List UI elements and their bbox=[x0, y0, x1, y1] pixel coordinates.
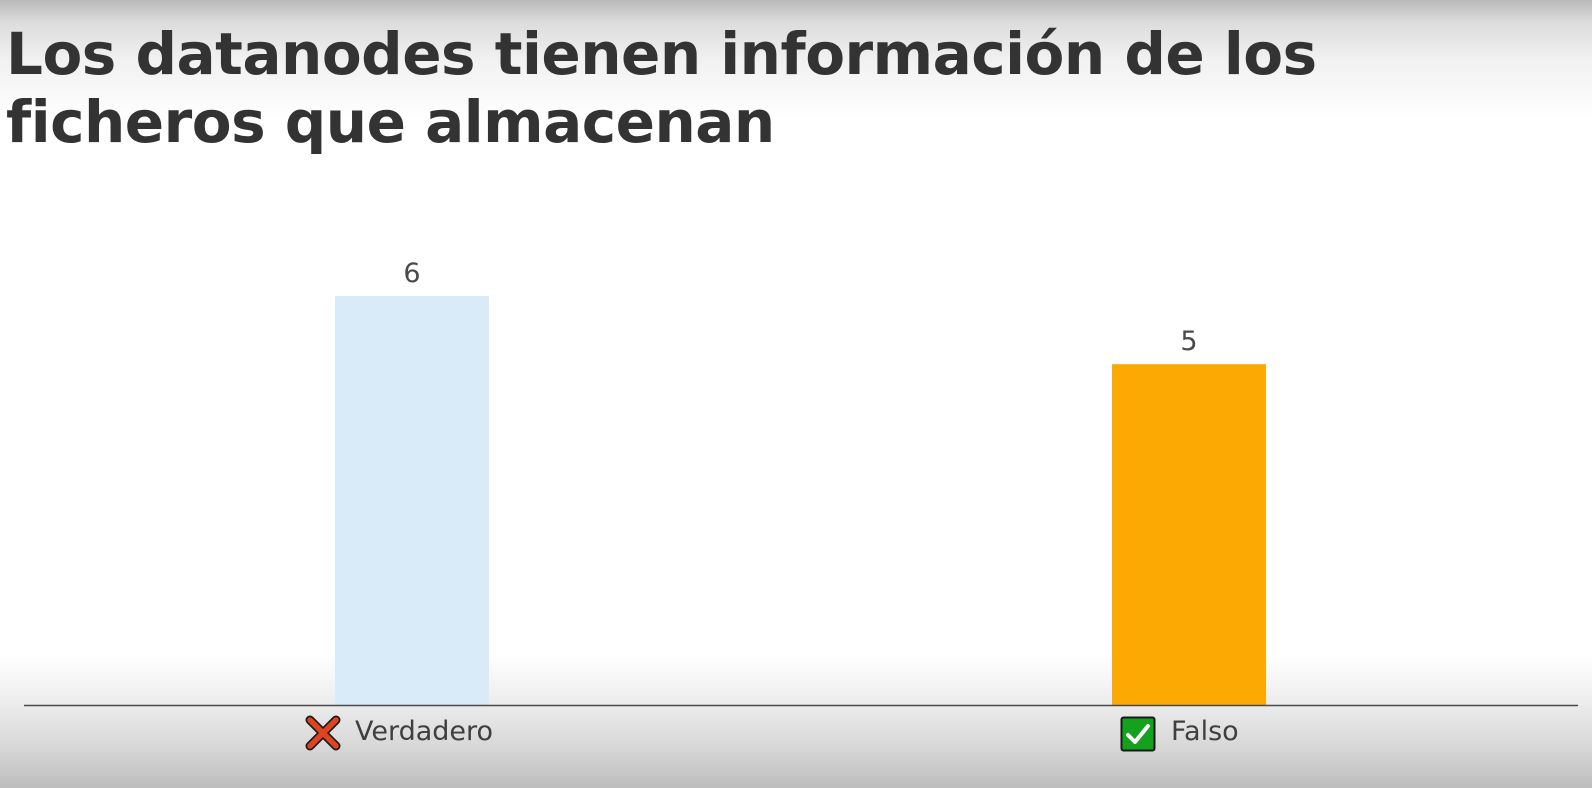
question-title: Los datanodes tienen información de los … bbox=[6, 20, 1317, 156]
bar-verdadero bbox=[335, 296, 489, 705]
bar-falso bbox=[1112, 364, 1266, 705]
category-label-falso: Falso bbox=[1171, 716, 1239, 747]
top-shade bbox=[0, 0, 1592, 130]
cross-mark-icon bbox=[305, 715, 341, 751]
labels-group: Verdadero Falso bbox=[305, 715, 1239, 752]
check-mark-icon bbox=[1120, 716, 1156, 752]
bottom-shade bbox=[0, 655, 1592, 788]
category-label-verdadero: Verdadero bbox=[355, 716, 493, 747]
bars-group: 65 bbox=[335, 258, 1266, 705]
data-label-verdadero: 6 bbox=[403, 258, 420, 289]
data-label-falso: 5 bbox=[1180, 326, 1197, 357]
